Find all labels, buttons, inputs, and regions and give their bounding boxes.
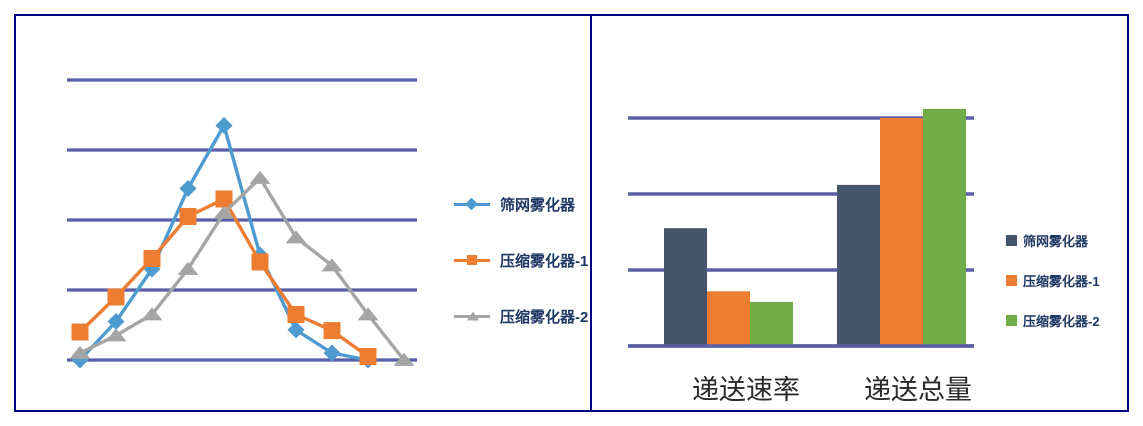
data-point-marker [69, 345, 91, 359]
line-chart-legend: 筛网雾化器 压缩雾化器-1 压缩雾化器-2 [454, 192, 604, 360]
data-point-marker [105, 328, 127, 342]
data-point-marker [321, 258, 343, 272]
data-point-marker [179, 180, 197, 197]
bar-chart-legend: 筛网雾化器 压缩雾化器-1 压缩雾化器-2 [1006, 231, 1126, 351]
data-point-marker [393, 352, 415, 366]
bar[interactable] [923, 108, 966, 346]
data-point-marker [359, 348, 377, 365]
square-marker-icon [454, 255, 490, 265]
bar[interactable] [707, 291, 750, 346]
data-point-marker [215, 190, 233, 208]
series-line [78, 176, 406, 362]
category-label-1: 递送总量 [864, 375, 972, 405]
line-plot-area [16, 16, 590, 410]
legend-label: 筛网雾化器 [1023, 234, 1089, 249]
data-point-marker [285, 230, 307, 244]
data-point-marker [287, 306, 305, 323]
data-point-marker [213, 205, 235, 219]
series-1 [71, 190, 377, 365]
legend-item-series-2[interactable]: 压缩雾化器-2 [1006, 311, 1126, 330]
legend-label: 筛网雾化器 [500, 196, 576, 214]
line-chart-svg [67, 78, 417, 369]
legend-item-series-0[interactable]: 筛网雾化器 [1006, 231, 1126, 250]
data-point-marker [251, 253, 269, 271]
legend-item-series-2[interactable]: 压缩雾化器-2 [454, 304, 604, 328]
data-point-marker [179, 208, 197, 225]
legend-item-series-1[interactable]: 压缩雾化器-1 [454, 248, 604, 272]
bar[interactable] [880, 118, 923, 346]
data-point-marker [287, 321, 305, 339]
legend-label: 压缩雾化器-1 [1023, 274, 1100, 289]
bar-chart-panel: 递送速率 递送总量 筛网雾化器 压缩雾化器-1 压缩雾化器-2 [590, 14, 1129, 412]
bar-plot-area [592, 16, 1127, 410]
data-point-marker [323, 322, 341, 340]
category-label-0: 递送速率 [692, 375, 800, 405]
legend-label: 压缩雾化器-1 [500, 252, 589, 270]
color-swatch-icon [1006, 315, 1017, 326]
bar-chart-svg [628, 108, 974, 348]
bar[interactable] [750, 301, 793, 346]
data-point-marker [177, 261, 199, 275]
legend-item-series-0[interactable]: 筛网雾化器 [454, 192, 604, 216]
data-point-marker [249, 170, 271, 184]
bar-category-axis: 递送速率 递送总量 [592, 368, 1127, 418]
line-chart-panel: 筛网雾化器 压缩雾化器-1 压缩雾化器-2 [14, 14, 592, 412]
data-point-marker [107, 313, 125, 330]
triangle-marker-icon [454, 311, 490, 321]
bar[interactable] [837, 184, 880, 346]
color-swatch-icon [1006, 275, 1017, 286]
bar[interactable] [664, 228, 707, 346]
data-point-marker [107, 288, 125, 306]
legend-item-series-1[interactable]: 压缩雾化器-1 [1006, 271, 1126, 290]
diamond-marker-icon [454, 197, 490, 211]
data-point-marker [215, 117, 233, 134]
data-point-marker [141, 307, 163, 321]
bar-group-0 [664, 228, 793, 346]
color-swatch-icon [1006, 235, 1017, 246]
data-point-marker [71, 323, 89, 341]
legend-label: 压缩雾化器-2 [500, 308, 589, 326]
data-point-marker [143, 250, 161, 267]
data-point-marker [323, 344, 341, 362]
data-point-marker [357, 307, 379, 321]
bar-group-1 [837, 108, 966, 346]
legend-label: 压缩雾化器-2 [1023, 314, 1100, 329]
series-2 [69, 170, 415, 366]
